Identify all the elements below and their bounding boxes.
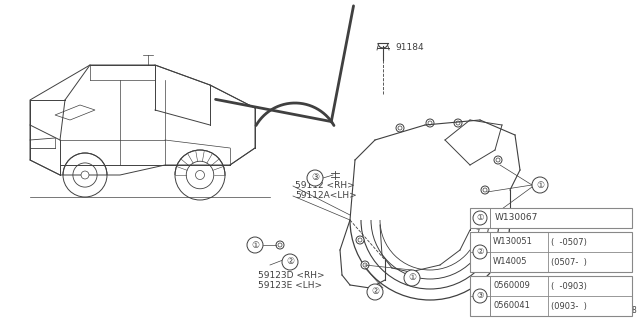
Text: ②: ② [371, 287, 379, 297]
Text: ①: ① [476, 213, 484, 222]
FancyBboxPatch shape [470, 276, 632, 316]
Text: 59112 <RH>: 59112 <RH> [295, 181, 355, 190]
Circle shape [426, 119, 434, 127]
Text: 59123E <LH>: 59123E <LH> [258, 281, 322, 290]
Text: 59112A<LH>: 59112A<LH> [295, 191, 356, 201]
Circle shape [81, 171, 89, 179]
Text: W14005: W14005 [493, 258, 527, 267]
Circle shape [247, 237, 263, 253]
Circle shape [532, 177, 548, 193]
Circle shape [473, 211, 487, 225]
Circle shape [195, 171, 205, 180]
Text: 0560041: 0560041 [493, 301, 530, 310]
Circle shape [276, 241, 284, 249]
Text: 59123D <RH>: 59123D <RH> [258, 270, 324, 279]
Text: (0507-  ): (0507- ) [551, 258, 587, 267]
Text: W130067: W130067 [495, 213, 538, 222]
Circle shape [481, 186, 489, 194]
Text: (0903-  ): (0903- ) [551, 301, 587, 310]
Circle shape [361, 261, 369, 269]
Text: ③: ③ [476, 292, 484, 300]
Circle shape [282, 254, 298, 270]
Text: ②: ② [476, 247, 484, 257]
Circle shape [473, 289, 487, 303]
Text: W130051: W130051 [493, 237, 533, 246]
Text: (  -0903): ( -0903) [551, 282, 587, 291]
Circle shape [494, 156, 502, 164]
Circle shape [396, 124, 404, 132]
FancyBboxPatch shape [470, 232, 632, 272]
Text: ③: ③ [311, 173, 319, 182]
Circle shape [307, 170, 323, 186]
Text: A541001068: A541001068 [589, 306, 638, 315]
Circle shape [356, 236, 364, 244]
Text: ②: ② [286, 258, 294, 267]
Circle shape [474, 221, 482, 229]
Text: ①: ① [408, 274, 416, 283]
Text: (  -0507): ( -0507) [551, 237, 587, 246]
Circle shape [404, 270, 420, 286]
Text: ①: ① [251, 241, 259, 250]
Text: 91184: 91184 [395, 44, 424, 52]
Text: 0560009: 0560009 [493, 282, 530, 291]
Text: ①: ① [536, 180, 544, 189]
Circle shape [454, 119, 462, 127]
Circle shape [367, 284, 383, 300]
Circle shape [473, 245, 487, 259]
FancyBboxPatch shape [470, 208, 632, 228]
